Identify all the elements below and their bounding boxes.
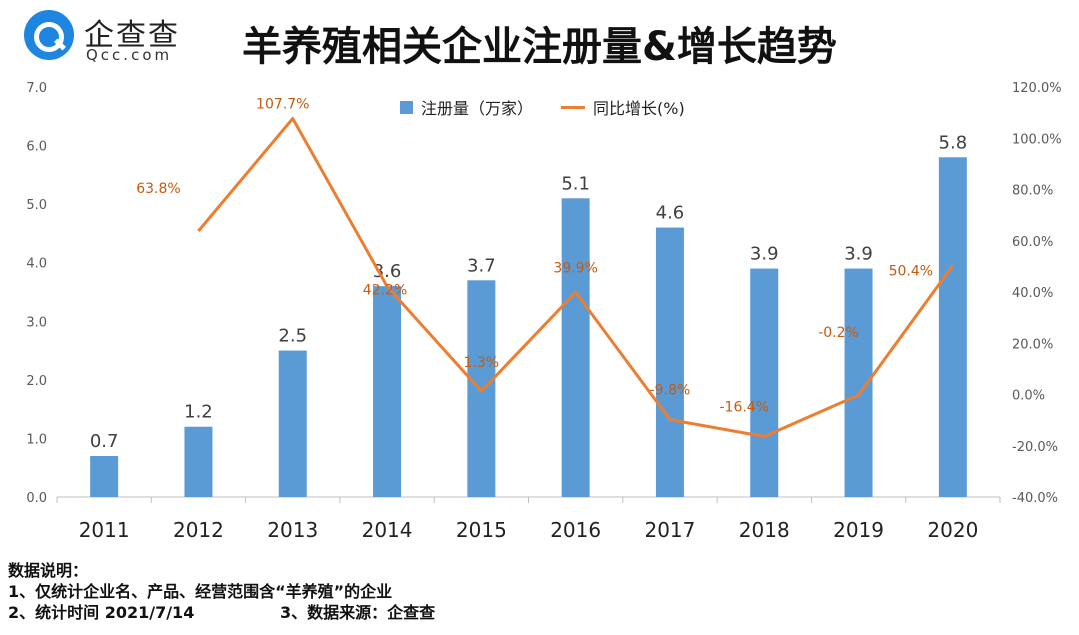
x-tick-label: 2014 [362, 518, 413, 542]
growth-value-label: 63.8% [136, 181, 180, 197]
logo-domain: Qcc.com [86, 46, 173, 64]
x-tick-label: 2011 [79, 518, 130, 542]
y-left-tick-label: 0.0 [26, 491, 47, 506]
qcc-logo: 企查查 Qcc.com [24, 8, 204, 68]
y-left-tick-label: 7.0 [26, 81, 47, 96]
x-tick-label: 2019 [833, 518, 884, 542]
x-tick-label: 2018 [739, 518, 790, 542]
growth-value-label: 42.2% [363, 282, 407, 298]
legend-bar-label: 注册量（万家） [421, 99, 534, 118]
bar [750, 268, 779, 497]
y-right-tick-label: -40.0% [1012, 491, 1058, 506]
y-right-tick-label: 80.0% [1012, 184, 1053, 199]
bar [561, 198, 590, 498]
bar [938, 157, 967, 498]
logo-name: 企查查 [84, 18, 180, 53]
notes-line-1: 1、仅统计企业名、产品、经营范围含“羊养殖”的企业 [8, 582, 393, 601]
x-tick-label: 2012 [173, 518, 224, 542]
chart-title: 羊养殖相关企业注册量&增长趋势 [242, 24, 837, 70]
bar-value-label: 3.6 [373, 261, 402, 282]
growth-value-label: 50.4% [889, 263, 933, 279]
chart-canvas: 0.0 1.0 2.0 3.0 4.0 5.0 6.0 7.0 -40.0% -20.0% 0.0%… [26, 81, 1062, 542]
bar [467, 280, 496, 497]
growth-value-label: -9.8% [650, 383, 691, 399]
qcc-logo-icon [24, 10, 74, 60]
legend-line-swatch [561, 105, 586, 109]
bar-value-label: 5.8 [939, 132, 968, 153]
notes-heading: 数据说明： [8, 561, 89, 580]
x-tick-label: 2017 [644, 518, 695, 542]
growth-value-label: 39.9% [553, 260, 597, 276]
y-right-tick-label: 60.0% [1012, 235, 1053, 250]
y-right-tick-label: 100.0% [1012, 132, 1062, 147]
chart-legend: 注册量（万家） 同比增长(%) [400, 95, 685, 119]
bar-value-label: 3.7 [467, 255, 496, 276]
y-left-tick-label: 6.0 [26, 140, 47, 155]
y-right-tick-label: 120.0% [1012, 81, 1062, 96]
growth-value-label: 107.7% [256, 97, 309, 113]
bar-value-label: 0.7 [90, 431, 119, 452]
y-left-tick-label: 3.0 [26, 315, 47, 330]
x-tick-label: 2020 [927, 518, 978, 542]
x-tick-label: 2015 [456, 518, 507, 542]
bar-value-label: 3.9 [750, 244, 779, 265]
bar-value-label: 2.5 [278, 326, 307, 347]
data-notes: 数据说明： 1、仅统计企业名、产品、经营范围含“羊养殖”的企业 2、统计时间 2… [8, 560, 435, 623]
bar-value-label: 3.9 [844, 244, 873, 265]
bar [184, 426, 213, 497]
y-right-tick-label: -20.0% [1012, 440, 1058, 455]
growth-value-label: -16.4% [719, 400, 769, 416]
bar [373, 286, 402, 497]
y-left-tick-label: 5.0 [26, 198, 47, 213]
legend-line-label: 同比增长(%) [593, 99, 685, 118]
notes-line-3: 3、数据来源：企查查 [280, 603, 436, 622]
growth-value-label: -0.2% [818, 325, 859, 341]
legend-bar-swatch [400, 100, 413, 114]
bar-value-label: 1.2 [184, 402, 213, 423]
bar [278, 350, 307, 497]
y-left-tick-label: 2.0 [26, 374, 47, 389]
x-tick-label: 2016 [550, 518, 601, 542]
y-right-tick-label: 20.0% [1012, 337, 1053, 352]
growth-line [197, 117, 955, 439]
bar [655, 227, 684, 498]
y-right-tick-label: 0.0% [1012, 389, 1045, 404]
y-left-tick-label: 1.0 [26, 432, 47, 447]
bar-value-label: 5.1 [561, 173, 590, 194]
bar-value-label: 4.6 [656, 203, 685, 224]
notes-line-2: 2、统计时间 2021/7/14 [8, 603, 195, 622]
y-left-tick-label: 4.0 [26, 257, 47, 272]
y-right-tick-label: 40.0% [1012, 286, 1053, 301]
growth-value-label: 1.3% [464, 355, 500, 371]
x-tick-label: 2013 [267, 518, 318, 542]
bar [90, 456, 119, 497]
